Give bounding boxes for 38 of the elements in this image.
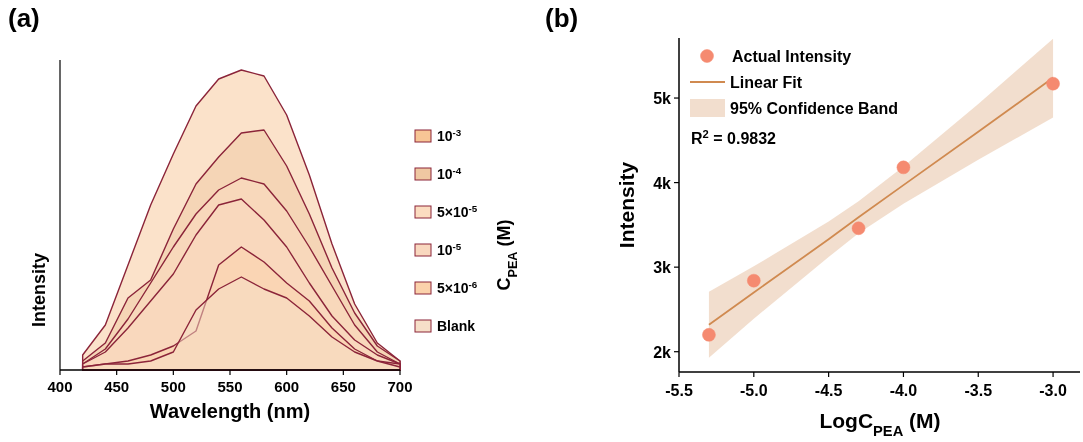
y-axis-title: Intensity [29, 252, 49, 328]
annotation: 95% Confidence Band [730, 100, 899, 117]
y-tick-label: 3k [653, 259, 672, 277]
point [1046, 76, 1060, 91]
legend-label: 10$^{-4}$ [437, 164, 462, 182]
x-axis-title: LogC$_{PEA}$ (M) [819, 409, 941, 439]
x-tick-label: -5.0 [740, 382, 768, 399]
x-tick-label: 500 [160, 378, 186, 395]
point [747, 273, 761, 288]
legend-label: Actual Intensity [732, 48, 852, 65]
annotation: R$^{2}$ = 0.9832 [691, 128, 777, 147]
x-tick-label: -5.5 [665, 382, 693, 399]
point [702, 328, 716, 342]
point [896, 160, 911, 175]
y-tick-label: 4k [653, 174, 672, 192]
chart-title: (b) [545, 3, 579, 33]
legend-label: Linear Fit [730, 74, 803, 91]
x-tick-label: -3.5 [964, 382, 993, 399]
x-tick-label: 550 [217, 378, 243, 395]
x-tick-label: 650 [330, 378, 356, 395]
y-tick-label: 5k [653, 90, 672, 108]
x-tick-label: 450 [104, 378, 130, 395]
legend-label: 10$^{-3}$ [437, 126, 462, 144]
y-axis-title: Intensity [615, 161, 638, 249]
legend-label: 10$^{-5}$ [437, 240, 462, 258]
x-tick-label: -3.0 [1039, 382, 1067, 399]
legend-label: 5×10$^{-6}$ [437, 278, 478, 296]
x-tick-label: 700 [387, 378, 413, 395]
x-axis-title: Wavelength (nm) [149, 400, 311, 422]
x-tick-label: -4.0 [889, 382, 918, 399]
y-tick-label: 2k [653, 343, 672, 361]
x-tick-label: 400 [47, 378, 73, 395]
x-tick-label: 600 [274, 378, 300, 395]
x-tick-label: -4.5 [814, 382, 843, 399]
point [851, 221, 866, 235]
legend-label: Blank [437, 318, 476, 334]
legend-label: 5×10$^{-5}$ [437, 202, 478, 220]
chart-title: (a) [8, 3, 40, 33]
